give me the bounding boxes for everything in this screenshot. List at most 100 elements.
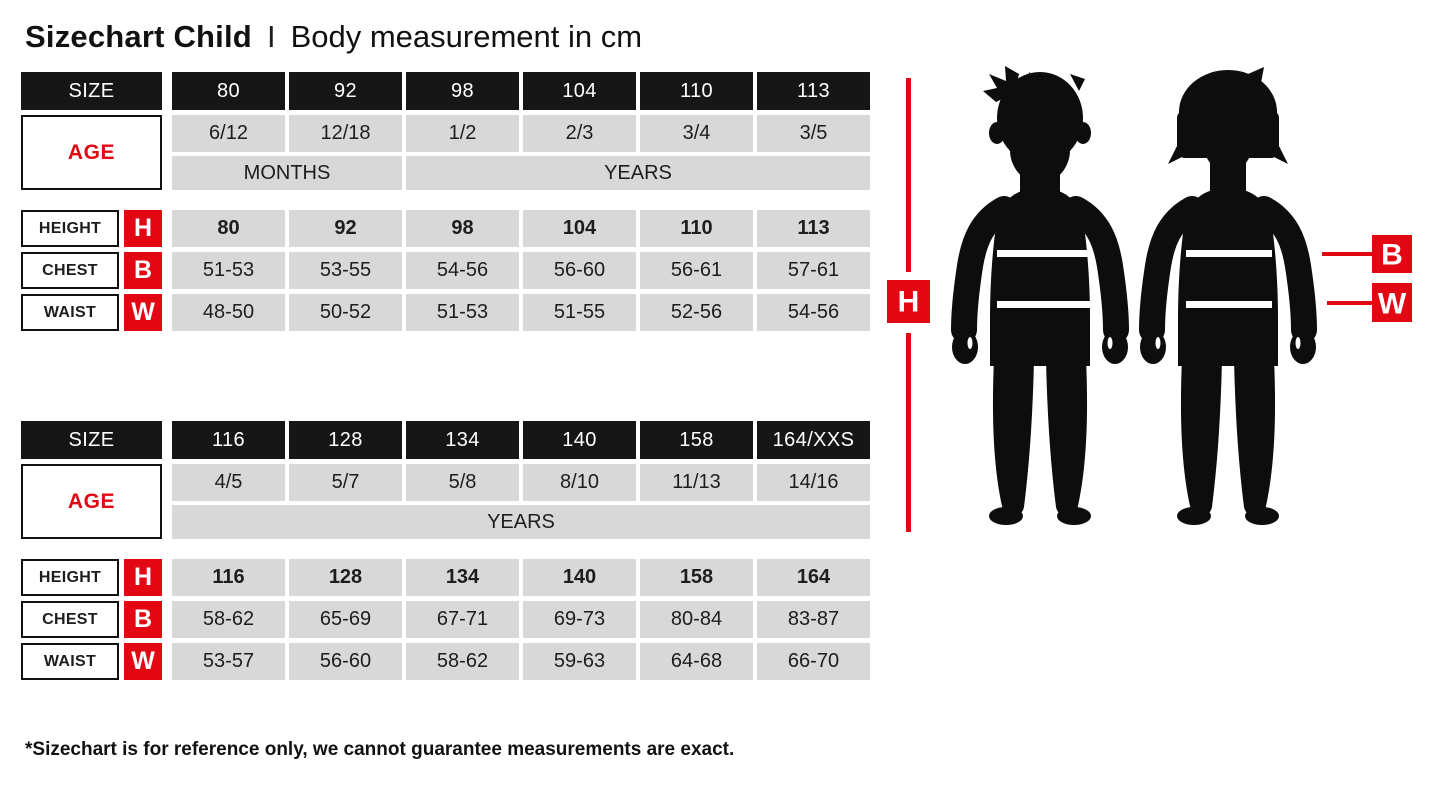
height-badge (887, 280, 930, 323)
size-table-2: SIZE 116 128 134 140 158 164/XXS AGE 4/5 5/7 5/8 8/… (21, 421, 870, 680)
height-letter-badge: H (124, 210, 162, 247)
height-letter-badge: H (124, 559, 162, 596)
chest-letter-badge: B (124, 601, 162, 638)
height-value-cell: 158 (640, 559, 753, 596)
chest-value-cell: 83-87 (757, 601, 870, 638)
waist-value-cell: 64-68 (640, 643, 753, 680)
age-value-cell: 12/18 (289, 115, 402, 152)
chest-annotation: B (1322, 235, 1412, 273)
size-value-cell: 164/XXS (757, 421, 870, 459)
size-value-cell: 104 (523, 72, 636, 110)
waist-value-cell: 53-57 (172, 643, 285, 680)
chest-value-cell: 56-60 (523, 252, 636, 289)
size-value-cell: 110 (640, 72, 753, 110)
chest-label-box: CHEST (21, 252, 119, 289)
height-annotation: H (887, 78, 930, 532)
waist-value-cell: 52-56 (640, 294, 753, 331)
height-line-bottom (906, 333, 911, 532)
size-value-cell: 116 (172, 421, 285, 459)
waist-value-cell: 58-62 (406, 643, 519, 680)
waist-letter-badge: W (124, 294, 162, 331)
boy-hair-tuft-icon (1070, 74, 1085, 91)
age-value-cell: 11/13 (640, 464, 753, 501)
waist-letter-badge: W (124, 643, 162, 680)
chest-letter-badge: B (124, 252, 162, 289)
age-value-cell: 8/10 (523, 464, 636, 501)
size-header-cell: SIZE (21, 72, 162, 110)
chest-badge-letter: B (1381, 239, 1403, 272)
height-value-cell: 92 (289, 210, 402, 247)
waist-value-cell: 51-53 (406, 294, 519, 331)
size-table-1: SIZE 80 92 98 104 110 113 AGE 6/12 12/18 1/2 2/3 3/4… (21, 72, 870, 331)
chest-label-box: CHEST (21, 601, 119, 638)
age-unit-cell: MONTHS (172, 156, 402, 190)
waist-badge (1372, 283, 1412, 322)
age-value-cell: 3/4 (640, 115, 753, 152)
chest-value-cell: 56-61 (640, 252, 753, 289)
waist-value-cell: 59-63 (523, 643, 636, 680)
chest-value-cell: 53-55 (289, 252, 402, 289)
waist-badge-letter: W (1378, 288, 1407, 321)
height-value-cell: 98 (406, 210, 519, 247)
height-value-cell: 80 (172, 210, 285, 247)
size-value-cell: 80 (172, 72, 285, 110)
waist-value-cell: 51-55 (523, 294, 636, 331)
age-value-cell: 6/12 (172, 115, 285, 152)
boy-chest-line (997, 250, 1091, 257)
chest-value-cell: 67-71 (406, 601, 519, 638)
waist-value-cell: 48-50 (172, 294, 285, 331)
title-separator: I (266, 19, 276, 54)
chest-value-cell: 58-62 (172, 601, 285, 638)
waist-value-cell: 50-52 (289, 294, 402, 331)
girl-chest-line (1186, 250, 1272, 257)
size-value-cell: 134 (406, 421, 519, 459)
footnote: *Sizechart is for reference only, we can… (25, 739, 735, 760)
waist-value-cell: 54-56 (757, 294, 870, 331)
age-unit-cell: YEARS (172, 505, 870, 539)
height-value-cell: 116 (172, 559, 285, 596)
body-measurement-diagram: H (887, 66, 1412, 532)
height-value-cell: 140 (523, 559, 636, 596)
chest-value-cell: 69-73 (523, 601, 636, 638)
girl-waist-line (1186, 301, 1272, 308)
height-label-box: HEIGHT (21, 210, 119, 247)
size-value-cell: 92 (289, 72, 402, 110)
girl-silhouette (1139, 67, 1317, 525)
age-label-box: AGE (21, 464, 162, 539)
waist-pointer-line (1327, 301, 1372, 305)
waist-value-cell: 56-60 (289, 643, 402, 680)
size-value-cell: 98 (406, 72, 519, 110)
size-value-cell: 113 (757, 72, 870, 110)
boy-silhouette (951, 66, 1129, 525)
chest-value-cell: 57-61 (757, 252, 870, 289)
height-value-cell: 110 (640, 210, 753, 247)
height-value-cell: 128 (289, 559, 402, 596)
age-value-cell: 14/16 (757, 464, 870, 501)
boy-ear-left (989, 122, 1005, 144)
chest-value-cell: 51-53 (172, 252, 285, 289)
page-title: Sizechart Child I Body measurement in cm (25, 18, 642, 56)
height-value-cell: 104 (523, 210, 636, 247)
size-header-cell: SIZE (21, 421, 162, 459)
height-badge-letter: H (898, 286, 920, 319)
waist-label-box: WAIST (21, 643, 119, 680)
boy-waist-line (997, 301, 1090, 308)
chest-pointer-line (1322, 252, 1372, 256)
waist-value-cell: 66-70 (757, 643, 870, 680)
age-value-cell: 4/5 (172, 464, 285, 501)
title-main: Sizechart Child (25, 19, 252, 54)
waist-label-box: WAIST (21, 294, 119, 331)
size-value-cell: 128 (289, 421, 402, 459)
age-value-cell: 2/3 (523, 115, 636, 152)
chest-value-cell: 54-56 (406, 252, 519, 289)
height-label-box: HEIGHT (21, 559, 119, 596)
age-unit-cell: YEARS (406, 156, 870, 190)
boy-hair-icon (983, 66, 1032, 102)
size-value-cell: 158 (640, 421, 753, 459)
age-value-cell: 1/2 (406, 115, 519, 152)
waist-annotation: W (1327, 283, 1412, 322)
age-value-cell: 5/8 (406, 464, 519, 501)
height-line-top (906, 78, 911, 272)
age-value-cell: 3/5 (757, 115, 870, 152)
